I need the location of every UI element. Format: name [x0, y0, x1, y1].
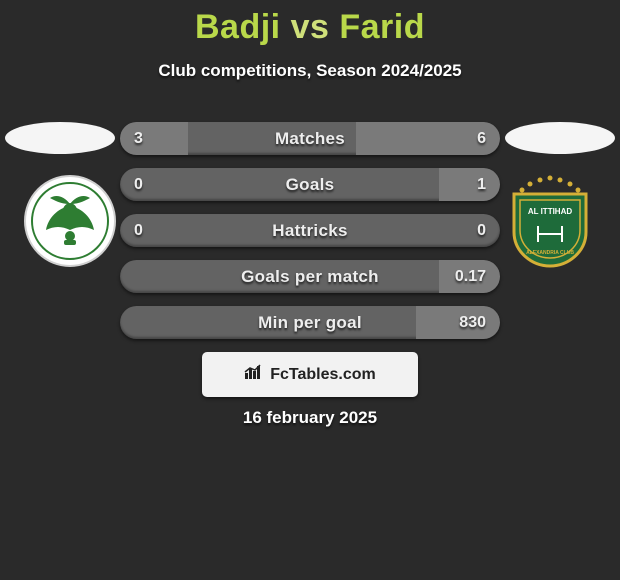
stat-row: 0Goals1 [120, 168, 500, 201]
brand-text: FcTables.com [270, 366, 376, 384]
stat-value-right: 6 [477, 122, 486, 155]
stat-row: 0Hattricks0 [120, 214, 500, 247]
stat-row: Goals per match0.17 [120, 260, 500, 293]
player2-photo-placeholder [505, 122, 615, 154]
stat-label: Hattricks [120, 214, 500, 247]
stat-value-right: 0.17 [455, 260, 486, 293]
stat-label: Goals [120, 168, 500, 201]
vs-text: vs [291, 8, 330, 46]
player1-name: Badji [195, 8, 281, 46]
svg-text:ALEXANDRIA CLUB: ALEXANDRIA CLUB [526, 250, 574, 256]
stats-column: 3Matches60Goals10Hattricks0Goals per mat… [120, 122, 500, 339]
player2-name: Farid [339, 8, 425, 46]
stat-row: 3Matches6 [120, 122, 500, 155]
stat-row: Min per goal830 [120, 306, 500, 339]
stat-label: Min per goal [120, 306, 500, 339]
comparison-title: Badji vs Farid [0, 0, 620, 47]
svg-text:AL ITTIHAD: AL ITTIHAD [528, 207, 573, 216]
stat-value-right: 830 [459, 306, 486, 339]
player1-club-badge [20, 174, 120, 268]
stat-label: Matches [120, 122, 500, 155]
stat-value-right: 0 [477, 214, 486, 247]
stat-value-right: 1 [477, 168, 486, 201]
subtitle: Club competitions, Season 2024/2025 [0, 61, 620, 81]
infographic-date: 16 february 2025 [0, 408, 620, 428]
player2-club-badge: AL ITTIHAD ALEXANDRIA CLUB [500, 174, 600, 268]
chart-icon [244, 363, 264, 386]
brand-pill[interactable]: FcTables.com [202, 352, 418, 397]
stat-label: Goals per match [120, 260, 500, 293]
player1-photo-placeholder [5, 122, 115, 154]
